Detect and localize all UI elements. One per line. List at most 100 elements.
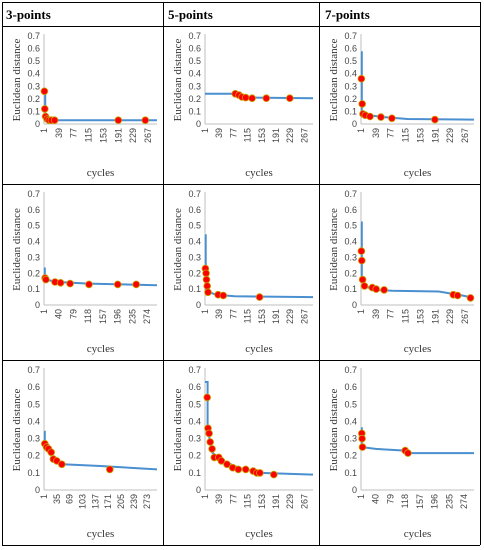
data-point-marker — [357, 74, 366, 83]
table-border-horizontal — [2, 184, 480, 185]
table-border-horizontal — [2, 2, 480, 3]
x-tick-label: 39 — [214, 494, 224, 504]
y-tick-label: 0.2 — [27, 451, 40, 461]
y-axis-title: Euclidean distance — [172, 208, 184, 291]
data-point-marker — [357, 247, 366, 255]
y-tick-label: 0.2 — [27, 94, 40, 104]
x-tick-label: 69 — [65, 494, 75, 504]
x-tick-label: 229 — [285, 494, 295, 509]
chart-cell-3-points-row-2: 0 0.1 0.2 0.3 0.4 0.5 0.6 0.7 1 40 79 118 157 196 235 2… — [2, 184, 163, 360]
x-tick-label: 153 — [257, 494, 267, 509]
y-axis-title: Euclidean distance — [328, 39, 340, 122]
y-tick-label: 0 — [352, 119, 357, 129]
x-tick-label: 77 — [386, 309, 396, 319]
y-tick-label: 0.1 — [27, 468, 40, 478]
data-point-marker — [204, 288, 212, 297]
x-tick-label: 39 — [214, 309, 224, 319]
x-tick-label: 115 — [243, 128, 253, 142]
y-axis-title: Euclidean distance — [172, 389, 184, 472]
y-tick-label: 0.6 — [188, 382, 201, 392]
line-chart: 0 0.1 0.2 0.3 0.4 0.5 0.6 0.7 1 39 77 115 153 191 229 2… — [328, 31, 475, 179]
x-tick-label: 191 — [271, 128, 281, 143]
data-point-marker — [377, 113, 385, 121]
line-chart: 0 0.1 0.2 0.3 0.4 0.5 0.6 0.7 1 40 79 118 157 196 235 2… — [11, 189, 158, 355]
data-point-marker — [219, 291, 228, 300]
y-tick-label: 0.1 — [188, 468, 201, 478]
x-tick-label: 153 — [257, 128, 267, 143]
x-tick-label: 79 — [385, 494, 395, 504]
x-tick-label: 1 — [200, 128, 210, 133]
y-tick-label: 0.4 — [344, 416, 357, 426]
line-chart: 0 0.1 0.2 0.3 0.4 0.5 0.6 0.7 1 39 77 115 153 191 229 2… — [172, 31, 314, 179]
table-border-horizontal — [2, 26, 480, 27]
data-point-marker — [208, 445, 216, 453]
y-axis-title: Euclidean distance — [328, 208, 340, 291]
y-tick-label: 0.1 — [344, 468, 357, 478]
y-tick-label: 0.1 — [27, 284, 40, 294]
y-tick-label: 0.5 — [27, 221, 40, 231]
x-tick-label: 39 — [371, 128, 381, 138]
data-point-marker — [203, 393, 211, 402]
y-tick-label: 0.3 — [188, 434, 201, 444]
y-tick-label: 0.5 — [27, 56, 40, 66]
data-point-marker — [114, 116, 123, 124]
y-tick-label: 0.3 — [188, 81, 201, 91]
x-tick-label: 77 — [386, 128, 396, 138]
x-axis-title: cycles — [87, 528, 114, 540]
y-tick-label: 0 — [35, 300, 40, 310]
data-point-marker — [234, 465, 243, 474]
data-point-marker — [40, 87, 49, 96]
x-tick-label: 40 — [54, 309, 64, 319]
data-point-marker — [248, 94, 256, 102]
data-point-marker — [66, 279, 74, 288]
y-tick-label: 0.5 — [188, 221, 201, 231]
x-tick-label: 1 — [39, 494, 49, 499]
x-tick-label: 1 — [200, 494, 210, 499]
data-point-marker — [453, 291, 462, 300]
y-tick-label: 0 — [196, 485, 201, 495]
x-axis-title: cycles — [404, 167, 431, 179]
data-point-marker — [388, 114, 396, 123]
line-chart: 00.10.20.30.40.50.60.71 35 69 103 137 171 205 2… — [11, 365, 158, 540]
data-point-marker — [404, 449, 412, 457]
table-border-vertical — [163, 2, 164, 545]
series-line — [43, 90, 157, 122]
x-tick-label: 267 — [299, 128, 309, 143]
y-tick-label: 0.7 — [344, 365, 357, 375]
y-tick-label: 0.5 — [344, 56, 357, 66]
data-point-marker — [85, 280, 93, 289]
data-point-marker — [431, 115, 439, 124]
data-point-marker — [217, 457, 226, 465]
y-tick-label: 0.4 — [27, 237, 40, 247]
x-tick-label: 235 — [127, 309, 137, 324]
data-point-marker — [360, 282, 369, 290]
x-tick-label: 115 — [243, 494, 253, 508]
data-point-marker — [366, 112, 374, 121]
x-tick-label: 77 — [228, 494, 238, 504]
chart-cell-5-points-row-1: 0 0.1 0.2 0.3 0.4 0.5 0.6 0.7 1 39 77 115 153 191 229 2… — [163, 26, 319, 184]
data-point-marker — [132, 280, 141, 289]
x-tick-label: 229 — [445, 128, 455, 143]
x-tick-label: 1 — [39, 309, 49, 314]
chart-cell-7-points-row-1: 0 0.1 0.2 0.3 0.4 0.5 0.6 0.7 1 39 77 115 153 191 229 2… — [319, 26, 480, 184]
data-point-marker — [286, 94, 294, 102]
line-chart: 0 0.1 0.2 0.3 0.4 0.5 0.6 0.7 1 39 77 115 153 191 229 2… — [172, 365, 314, 540]
x-tick-label: 235 — [444, 494, 454, 509]
y-tick-label: 0.3 — [27, 81, 40, 91]
x-tick-label: 1 — [39, 128, 49, 133]
x-tick-label: 205 — [116, 494, 126, 509]
data-point-marker — [262, 94, 271, 102]
data-point-marker — [241, 465, 250, 474]
y-tick-label: 0 — [196, 119, 201, 129]
x-axis-title: cycles — [245, 343, 272, 355]
y-tick-label: 0.3 — [27, 252, 40, 262]
x-tick-label: 191 — [430, 309, 440, 324]
y-tick-label: 0.6 — [344, 44, 357, 54]
chart-cell-7-points-row-3: 0 0.1 0.2 0.3 0.4 0.5 0.6 0.7 1 40 79 118 157 196 235 2… — [319, 360, 480, 545]
y-tick-label: 0.4 — [344, 237, 357, 247]
data-point-marker — [358, 434, 366, 443]
series-line — [205, 92, 314, 100]
chart-cell-3-points-row-1: 0 0.1 0.2 0.3 0.4 0.5 0.6 0.7 1 39 77 115 153 191 229 2… — [2, 26, 163, 184]
data-point-marker — [106, 465, 114, 474]
y-tick-label: 0 — [352, 485, 357, 495]
